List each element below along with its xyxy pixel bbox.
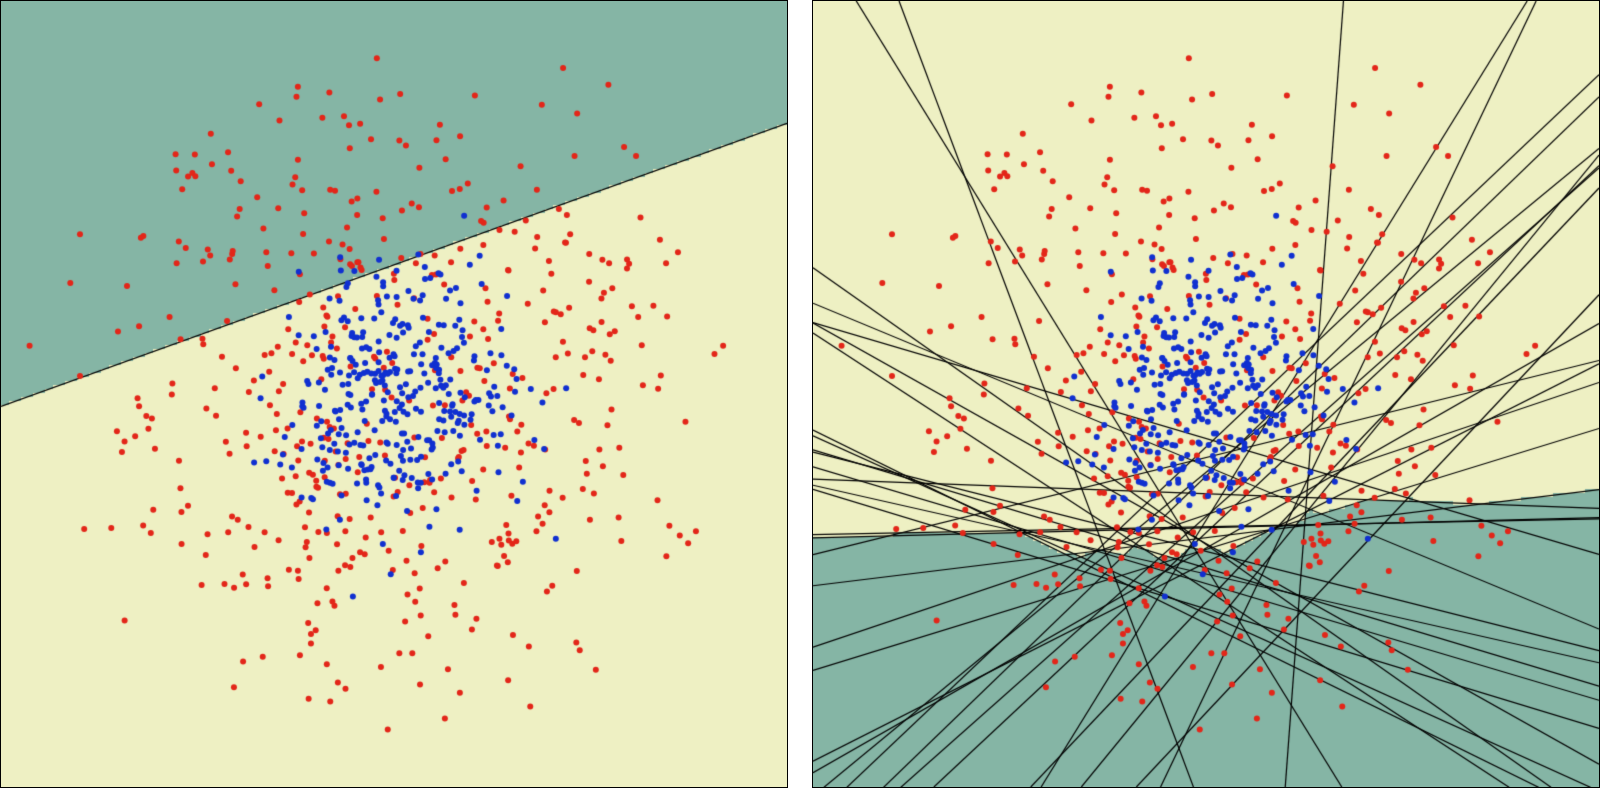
canvas-right [813,1,1599,787]
canvas-left [1,1,787,787]
panel-right [812,0,1600,788]
panel-left [0,0,788,788]
figure [0,0,1600,788]
panel-gap [788,0,812,788]
